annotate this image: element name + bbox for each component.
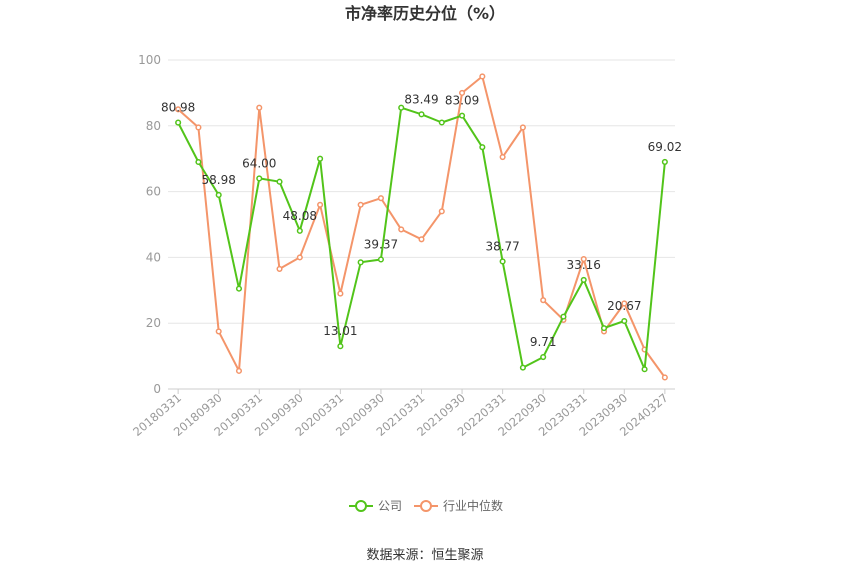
data-label: 33.16 (567, 258, 601, 272)
data-point (540, 354, 547, 361)
series-0 (175, 104, 668, 373)
data-point (195, 124, 202, 131)
data-point (621, 300, 628, 307)
data-point (337, 343, 344, 350)
legend-label: 行业中位数 (443, 498, 503, 513)
data-label: 39.37 (364, 237, 398, 251)
data-point (377, 256, 384, 263)
series-layer (175, 73, 668, 381)
data-label: 58.98 (202, 173, 236, 187)
data-point (398, 226, 405, 233)
data-point (580, 255, 587, 263)
data-point (337, 290, 344, 297)
data-point (377, 195, 384, 202)
data-point (235, 367, 243, 374)
data-label: 64.00 (242, 156, 276, 170)
data-point (438, 208, 445, 215)
data-label: 80.98 (161, 101, 195, 115)
legend-marker (420, 500, 432, 512)
data-point (256, 104, 263, 111)
data-point (296, 227, 303, 234)
data-point (479, 73, 486, 80)
data-point (479, 144, 486, 151)
data-point (317, 201, 324, 208)
data-point (499, 154, 506, 161)
data-point (519, 124, 526, 131)
data-point (459, 89, 466, 96)
data-point (580, 276, 587, 283)
data-point (215, 328, 222, 335)
legend-item-1[interactable]: 行业中位数 (414, 498, 503, 513)
data-point (276, 265, 283, 272)
data-point (256, 175, 263, 182)
data-point (175, 119, 182, 126)
y-tick-label: 20 (146, 316, 161, 330)
data-point (398, 104, 405, 111)
series-1 (175, 73, 668, 381)
data-point (661, 158, 668, 165)
source-note: 数据来源：恒生聚源 (366, 548, 483, 563)
data-point (519, 364, 526, 371)
x-axis: 2018033120180930201903312019093020200331… (130, 388, 675, 439)
data-point (661, 374, 668, 381)
data-label: 48.08 (283, 209, 317, 223)
data-point (418, 236, 425, 243)
data-point (600, 325, 608, 332)
y-axis: 0 20 40 60 80 100 (138, 53, 161, 396)
data-point (560, 313, 567, 320)
data-label: 83.09 (445, 94, 479, 108)
data-label: 69.02 (648, 140, 682, 154)
data-point (438, 119, 445, 126)
data-point (195, 158, 202, 166)
data-point (276, 178, 283, 185)
data-point (540, 297, 547, 304)
legend-label: 公司 (378, 499, 402, 513)
legend-item-0[interactable]: 公司 (349, 499, 402, 513)
data-point (357, 259, 364, 266)
data-point (418, 111, 425, 118)
y-tick-label: 80 (146, 119, 161, 133)
legend-marker (355, 500, 367, 512)
data-point (641, 366, 648, 373)
data-label: 83.49 (404, 92, 438, 106)
chart-title: 市净率历史分位（%） (345, 4, 505, 23)
data-label: 38.77 (485, 239, 519, 253)
legend[interactable]: 公司 行业中位数 (349, 498, 503, 513)
data-point (296, 254, 303, 261)
data-point (317, 155, 324, 162)
data-point (357, 201, 364, 208)
data-point (459, 112, 466, 119)
y-tick-label: 40 (146, 250, 161, 264)
data-labels: 80.98 58.98 64.00 48.08 13.01 39.37 83.49 83.09… (161, 92, 682, 349)
data-point (175, 106, 182, 113)
data-label: 13.01 (323, 324, 357, 338)
y-tick-label: 100 (138, 53, 161, 67)
y-tick-label: 0 (153, 382, 161, 396)
data-point (499, 258, 506, 265)
data-label: 20.67 (607, 299, 641, 313)
data-point (235, 285, 243, 292)
data-point (621, 317, 628, 325)
data-label: 9.71 (530, 335, 557, 349)
y-tick-label: 60 (146, 185, 161, 199)
data-point (215, 191, 222, 199)
